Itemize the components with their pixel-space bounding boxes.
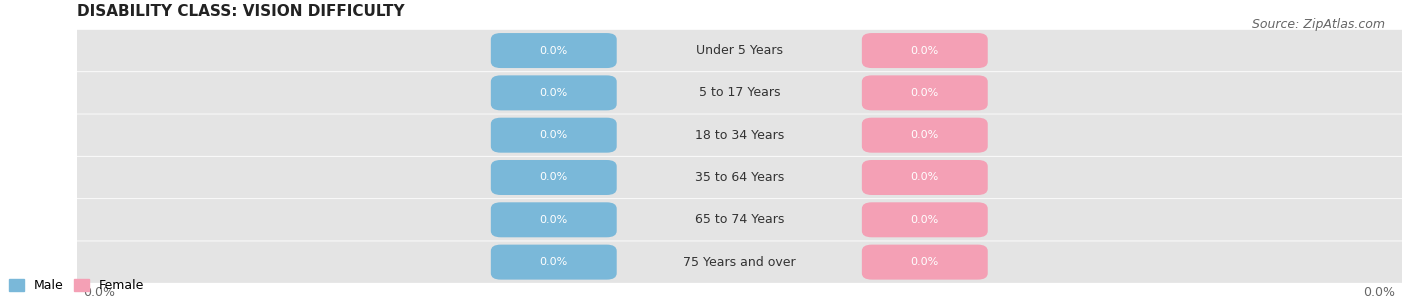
FancyBboxPatch shape bbox=[862, 202, 988, 237]
FancyBboxPatch shape bbox=[491, 160, 617, 195]
FancyBboxPatch shape bbox=[65, 72, 1406, 114]
Text: 75 Years and over: 75 Years and over bbox=[683, 256, 796, 269]
Legend: Male, Female: Male, Female bbox=[4, 274, 149, 297]
Text: 0.0%: 0.0% bbox=[911, 130, 939, 140]
Text: 0.0%: 0.0% bbox=[911, 172, 939, 182]
Text: 5 to 17 Years: 5 to 17 Years bbox=[699, 86, 780, 99]
Text: 0.0%: 0.0% bbox=[540, 257, 568, 267]
FancyBboxPatch shape bbox=[491, 75, 617, 110]
FancyBboxPatch shape bbox=[491, 33, 617, 68]
Text: 0.0%: 0.0% bbox=[540, 215, 568, 225]
FancyBboxPatch shape bbox=[65, 199, 1406, 240]
Text: 0.0%: 0.0% bbox=[911, 46, 939, 56]
Text: Under 5 Years: Under 5 Years bbox=[696, 44, 783, 57]
Text: 0.0%: 0.0% bbox=[540, 46, 568, 56]
FancyBboxPatch shape bbox=[862, 118, 988, 153]
Text: 35 to 64 Years: 35 to 64 Years bbox=[695, 171, 785, 184]
Text: 65 to 74 Years: 65 to 74 Years bbox=[695, 213, 785, 226]
FancyBboxPatch shape bbox=[862, 75, 988, 110]
Text: DISABILITY CLASS: VISION DIFFICULTY: DISABILITY CLASS: VISION DIFFICULTY bbox=[77, 4, 405, 19]
Text: 18 to 34 Years: 18 to 34 Years bbox=[695, 129, 785, 142]
FancyBboxPatch shape bbox=[862, 33, 988, 68]
Text: 0.0%: 0.0% bbox=[911, 215, 939, 225]
FancyBboxPatch shape bbox=[65, 30, 1406, 71]
Text: 0.0%: 0.0% bbox=[1364, 286, 1395, 299]
FancyBboxPatch shape bbox=[862, 245, 988, 280]
FancyBboxPatch shape bbox=[491, 245, 617, 280]
FancyBboxPatch shape bbox=[65, 114, 1406, 156]
Text: 0.0%: 0.0% bbox=[911, 257, 939, 267]
Text: 0.0%: 0.0% bbox=[911, 88, 939, 98]
FancyBboxPatch shape bbox=[491, 202, 617, 237]
FancyBboxPatch shape bbox=[65, 241, 1406, 283]
FancyBboxPatch shape bbox=[862, 160, 988, 195]
Text: 0.0%: 0.0% bbox=[83, 286, 115, 299]
FancyBboxPatch shape bbox=[491, 118, 617, 153]
Text: 0.0%: 0.0% bbox=[540, 88, 568, 98]
Text: 0.0%: 0.0% bbox=[540, 172, 568, 182]
FancyBboxPatch shape bbox=[65, 157, 1406, 198]
Text: Source: ZipAtlas.com: Source: ZipAtlas.com bbox=[1251, 18, 1385, 31]
Text: 0.0%: 0.0% bbox=[540, 130, 568, 140]
